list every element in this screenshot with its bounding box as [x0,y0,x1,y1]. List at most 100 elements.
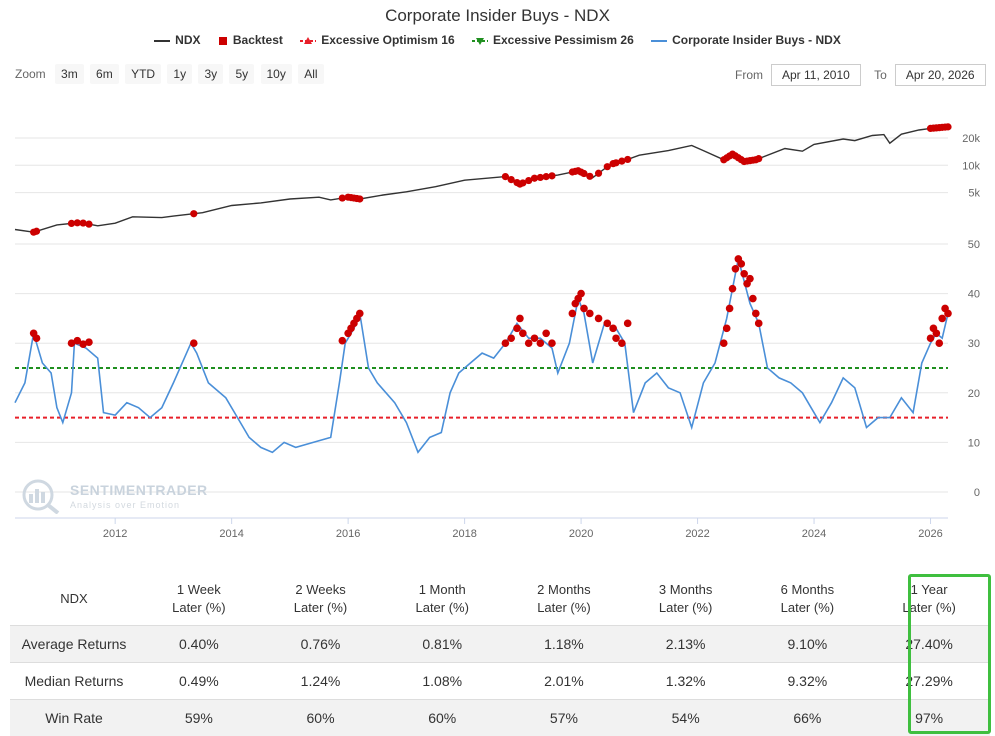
zoom-5y-button[interactable]: 5y [229,64,255,84]
to-date-input[interactable]: Apr 20, 2026 [894,64,986,86]
backtest-marker-ndx [525,176,533,185]
from-date-input[interactable]: Apr 11, 2010 [771,64,861,86]
col-header: 2 Months Later (%) [503,573,625,626]
table-cell: 1.08% [381,662,504,700]
indicator-tick-label: 50 [968,239,980,251]
x-tick-label: 2018 [452,528,476,540]
backtest-marker [618,339,626,348]
returns-table: NDX 1 Week Later (%) 2 Weeks Later (%) 1 M… [10,573,990,736]
backtest-marker [519,329,527,338]
backtest-marker [725,304,734,313]
zoom-all-button[interactable]: All [298,64,324,84]
backtest-marker [548,339,556,348]
col-header-line2: Later (%) [172,600,226,615]
table-cell: 60% [381,699,504,736]
legend-item-excessive-pessimism[interactable]: Excessive Pessimism 26 [472,33,634,47]
legend-item-excessive-optimism[interactable]: Excessive Optimism 16 [300,33,455,47]
legend-label: Corporate Insider Buys - NDX [672,33,841,47]
col-header-line1: 2 Months [537,582,591,597]
backtest-marker [338,336,347,345]
ndx-tick-label: 20k [962,133,980,145]
backtest-marker [513,324,521,333]
zoom-10y-button[interactable]: 10y [260,64,292,84]
legend-item-ndx[interactable]: NDX [154,33,201,47]
chart-plot: 20k 10k 5k 50 40 30 20 10 0 2012 2014 2016 2018 202… [14,123,980,540]
watermark-tagline: Analysis over Emotion [70,500,181,510]
backtest-marker [577,289,585,298]
ndx-tick-label: 5k [968,188,980,200]
backtest-marker [516,314,524,323]
backtest-marker [754,319,763,328]
backtest-marker [722,324,731,333]
legend-label: Excessive Pessimism 26 [493,33,634,47]
indicator-tick-label: 20 [968,388,980,400]
indicator-axis: 50 40 30 20 10 0 [968,239,980,499]
backtest-marker [536,339,545,348]
backtest-marker-ndx [85,220,93,228]
backtest-marker-ndx [356,195,364,203]
zoom-3y-button[interactable]: 3y [198,64,224,84]
col-header: 2 Weeks Later (%) [260,573,382,626]
x-tick-label: 2024 [802,528,826,540]
col-header: 1 Week Later (%) [138,573,260,626]
backtest-marker [728,284,737,293]
threshold-lines [15,367,948,419]
col-header: 3 Months Later (%) [625,573,747,626]
col-header: 1 Month Later (%) [381,573,503,626]
backtest-marker [524,339,533,348]
legend-label: Backtest [232,33,283,47]
table-cell: 59% [138,699,260,736]
backtest-marker [612,334,620,343]
table-cell: 9.32% [746,662,869,700]
backtest-marker [603,319,612,328]
backtest-marker-ndx [530,174,539,182]
table-cell: 0.40% [138,625,260,663]
insider-buys-line [14,258,949,454]
backtest-marker [530,334,539,343]
col-header-line1: 3 Months [658,582,713,597]
backtest-marker [926,334,935,343]
zoom-3m-button[interactable]: 3m [55,64,84,84]
backtest-marker [73,336,82,345]
ndx-tick-label: 10k [962,160,980,172]
chart-title: Corporate Insider Buys - NDX [385,6,610,25]
backtest-marker [938,314,946,323]
backtest-marker-ndx [594,169,603,177]
backtest-marker-ndx [67,219,76,227]
legend-item-backtest[interactable]: Backtest [218,33,283,47]
zoom-1y-button[interactable]: 1y [167,64,193,84]
backtest-marker-ndx [624,155,632,164]
backtest-marker [32,334,41,343]
backtest-marker [752,309,760,318]
x-tick-label: 2026 [918,528,942,540]
indicator-tick-label: 0 [974,487,980,499]
table-cell: 66% [746,699,869,736]
col-header-line2: Later (%) [293,600,348,615]
legend: NDX Backtest Excessive Optimism 16 Exces… [0,33,995,47]
table-cell: 60% [259,699,382,736]
col-header: 6 Months Later (%) [747,573,869,626]
row-label: Win Rate [10,699,138,736]
backtest-marker [85,338,93,347]
col-header-line1: 1 Month [418,582,466,597]
backtest-marker [623,319,632,328]
zoom-ytd-button[interactable]: YTD [125,64,162,84]
backtest-marker [594,314,603,323]
backtest-marker [944,309,952,318]
table-cell: 1.18% [503,625,625,663]
backtest-marker [568,309,577,318]
x-tick-label: 2014 [219,528,243,540]
sentimentrader-logo-icon [22,479,60,515]
indicator-tick-label: 10 [968,437,980,449]
table-cell: 97% [868,699,990,736]
zoom-bar: Zoom 3m 6m YTD 1y 3y 5y 10y All [15,64,327,84]
backtest-marker-ndx [507,176,515,184]
table-cell: 0.49% [138,662,260,700]
zoom-6m-button[interactable]: 6m [90,64,119,84]
legend-item-insider-buys[interactable]: Corporate Insider Buys - NDX [651,33,841,47]
col-header-line1: 6 Months [780,582,835,597]
backtest-marker [932,329,941,338]
table-cell: 9.10% [746,625,869,663]
from-label: From [735,68,763,82]
backtest-marker [740,269,748,278]
